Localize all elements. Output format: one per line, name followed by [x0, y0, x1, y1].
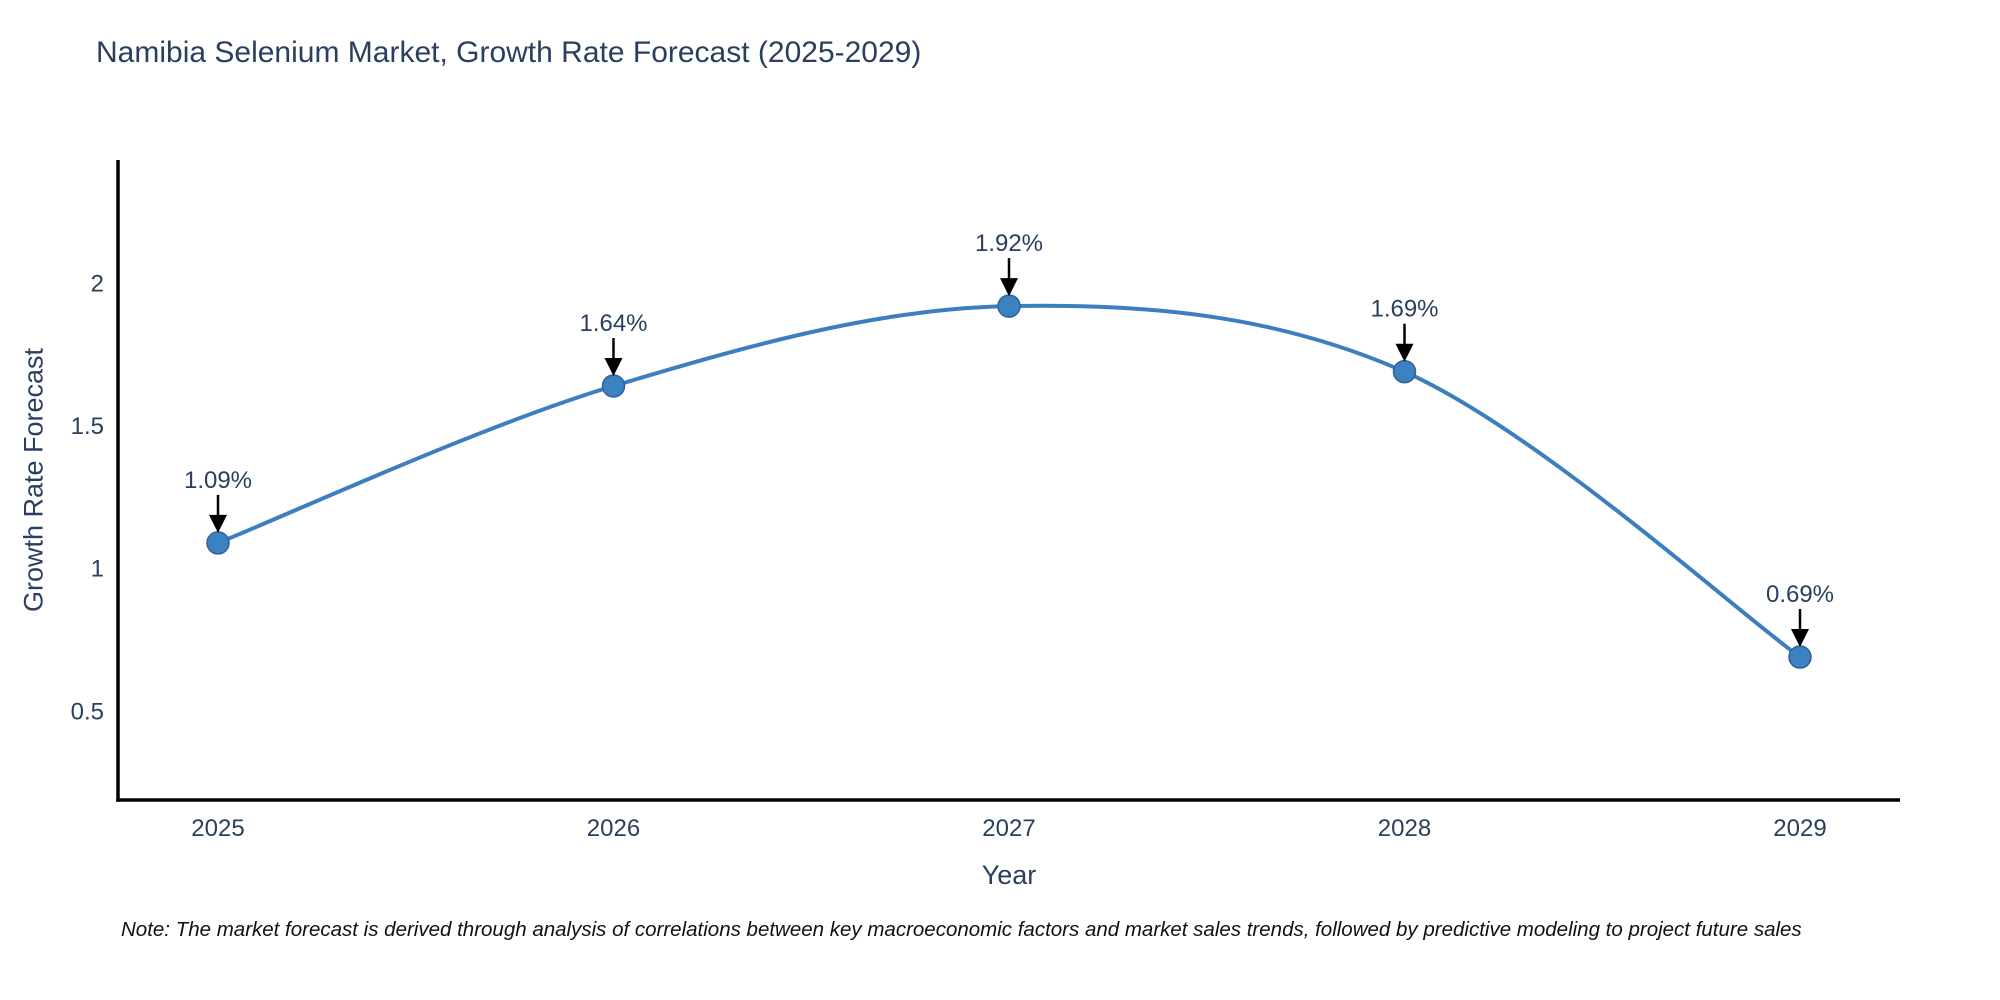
data-point-marker — [206, 531, 230, 555]
x-axis-title: Year — [981, 860, 1037, 890]
x-tick-label: 2027 — [982, 815, 1035, 842]
x-tick-label: 2028 — [1378, 815, 1431, 842]
annotation-label: 0.69% — [1766, 581, 1834, 608]
annotation-arrow-head — [604, 357, 623, 376]
y-tick-label: 2 — [91, 270, 104, 297]
x-tick-label: 2025 — [191, 815, 244, 842]
y-tick-label: 1.5 — [71, 413, 104, 440]
annotation-label: 1.92% — [975, 230, 1043, 257]
annotation-arrow-head — [1395, 343, 1414, 362]
data-point-marker — [1788, 645, 1812, 669]
data-point-marker — [997, 294, 1021, 318]
data-point-marker — [1392, 359, 1417, 384]
annotation-arrow-head — [1000, 278, 1018, 297]
annotation-label: 1.64% — [579, 310, 647, 337]
annotation-label: 1.69% — [1370, 296, 1438, 323]
annotation-arrow-head — [209, 514, 227, 533]
footnote: Note: The market forecast is derived thr… — [121, 918, 1802, 941]
chart-title: Namibia Selenium Market, Growth Rate For… — [96, 36, 922, 69]
annotation-arrow-head — [1791, 629, 1809, 648]
x-tick-label: 2029 — [1773, 815, 1826, 842]
data-point-marker — [601, 374, 626, 398]
line-series-path — [216, 303, 1802, 660]
x-tick-label: 2026 — [587, 815, 640, 842]
y-tick-label: 1 — [91, 556, 104, 583]
annotation-label: 1.09% — [184, 467, 252, 494]
y-tick-label: 0.5 — [71, 698, 104, 725]
